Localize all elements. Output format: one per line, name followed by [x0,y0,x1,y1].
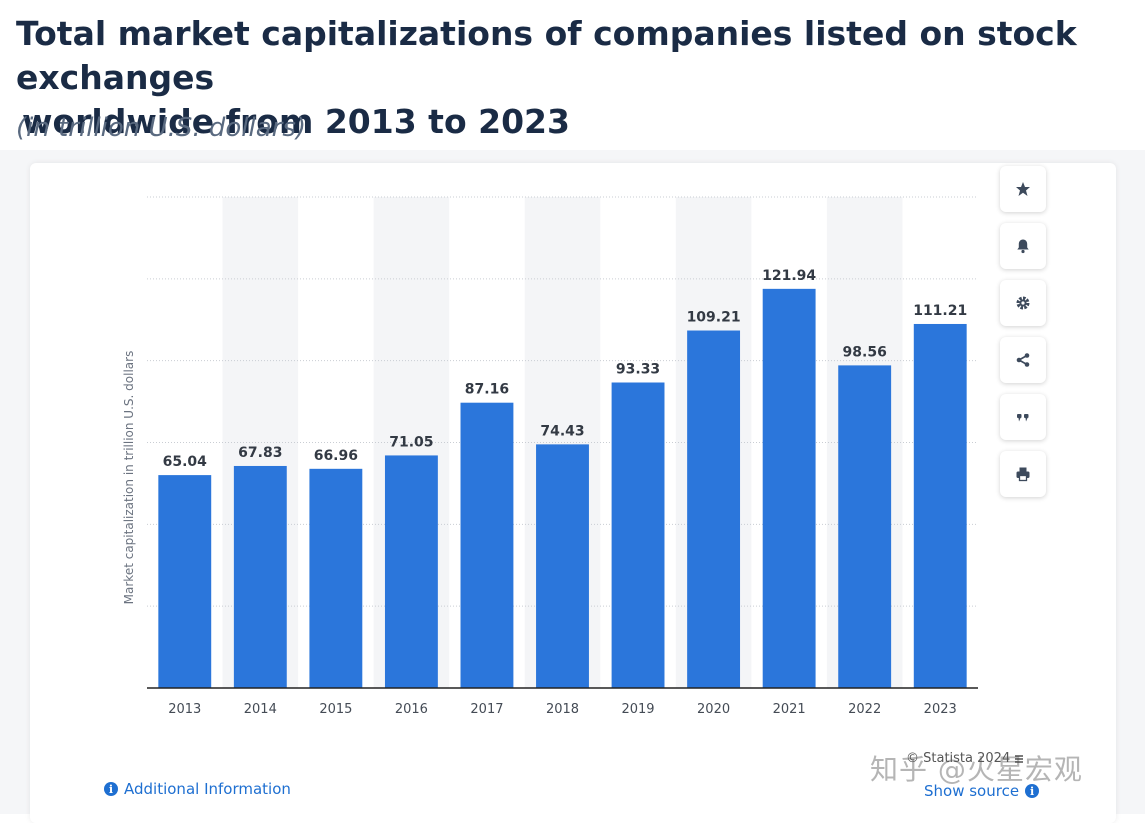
x-tick-label-2015: 2015 [319,702,352,717]
bar-2023 [913,323,967,688]
show-source-label: Show source [924,782,1020,800]
bar-2021 [762,288,816,688]
show-source-link[interactable]: Show source i [924,782,1040,800]
x-tick-label-2019: 2019 [621,702,654,717]
bar-chart: 65.04 2013 67.83 2014 66.96 2015 71.05 2016 87.1… [122,196,978,717]
bar-2015 [309,468,363,688]
chart-title-line1: Total market capitalizations of companie… [16,14,1077,97]
data-label-2014: 67.83 [238,445,282,461]
print-button[interactable] [1000,451,1046,497]
bar-2016 [384,455,438,688]
bell-icon [1017,239,1029,254]
data-label-2022: 98.56 [843,344,887,360]
watermark: 知乎 @火星宏观 [870,753,1083,786]
chart-title: Total market capitalizations of companie… [16,12,1136,144]
info-icon: i [1025,784,1040,798]
x-tick-label-2014: 2014 [244,702,277,717]
bar-2022 [838,365,892,688]
print-icon [1016,467,1030,482]
statista-credit[interactable]: © Statista 2024 [906,751,1024,766]
x-tick-label-2016: 2016 [395,702,428,717]
bar-2019 [611,382,665,688]
bar-2017 [460,402,514,688]
x-tick-label-2021: 2021 [773,702,806,717]
data-label-2015: 66.96 [314,448,358,464]
flag-icon [1015,754,1024,763]
data-label-2021: 121.94 [762,268,816,284]
chart-card: 65.04 2013 67.83 2014 66.96 2015 71.05 2016 87.1… [30,163,1116,823]
x-tick-label-2013: 2013 [168,702,201,717]
share-button[interactable] [1000,337,1046,383]
bar-2018 [536,444,589,688]
x-tick-label-2023: 2023 [924,702,957,717]
favorite-button[interactable] [1000,166,1046,212]
share-icon [1016,353,1030,367]
data-label-2013: 65.04 [163,454,208,470]
additional-information-label: Additional Information [124,780,291,798]
data-label-2017: 87.16 [465,382,509,398]
y-axis-label: Market capitalization in trillion U.S. d… [122,351,136,605]
data-label-2020: 109.21 [687,310,741,326]
info-icon: i [104,782,118,796]
chart-title-line2: worldwide from 2013 to 2023 [22,102,570,141]
x-tick-label-2018: 2018 [546,702,579,717]
bar-2020 [687,330,741,688]
credit-text: © Statista 2024 [906,751,1011,766]
x-tick-label-2017: 2017 [470,702,503,717]
gear-icon [1016,296,1030,310]
star-icon [1016,182,1030,196]
settings-button[interactable] [1000,280,1046,326]
data-label-2018: 74.43 [540,423,584,439]
x-tick-label-2022: 2022 [848,702,881,717]
bar-2014 [233,465,287,688]
cite-button[interactable] [1000,394,1046,440]
chart-subtitle: (in trillion U.S. dollars) [16,113,307,143]
x-tick-label-2020: 2020 [697,702,730,717]
data-label-2023: 111.21 [913,303,967,319]
quote-icon [1017,414,1029,422]
notification-button[interactable] [1000,223,1046,269]
additional-information-link[interactable]: i Additional Information [104,780,291,798]
bar-2013 [158,475,212,688]
data-label-2019: 93.33 [616,361,660,377]
data-label-2016: 71.05 [389,434,433,450]
